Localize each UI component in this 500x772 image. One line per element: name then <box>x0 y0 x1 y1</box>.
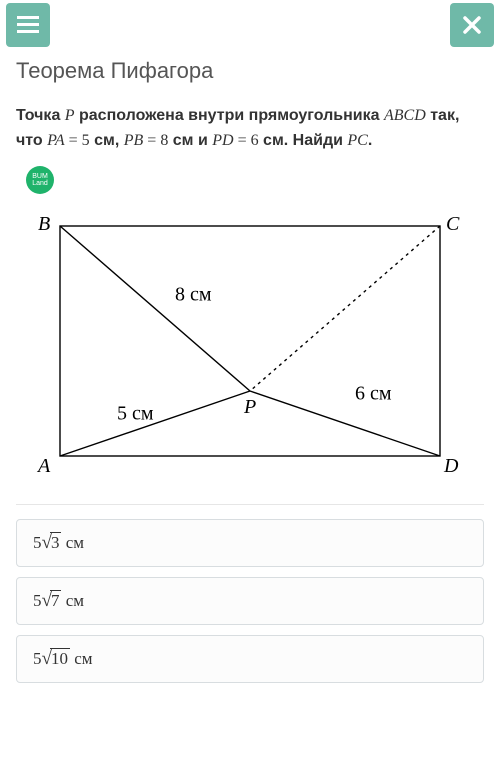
a3-unit: см <box>70 649 93 668</box>
divider <box>16 504 484 505</box>
brand-badge: BUM Land <box>26 166 54 194</box>
a2-rad: 7 <box>50 590 62 610</box>
answer-option-2[interactable]: 5√7 см <box>16 577 484 625</box>
t-PD: PD <box>212 132 233 149</box>
svg-text:8 см: 8 см <box>175 283 212 305</box>
t-eq1: = <box>65 132 82 149</box>
a2-unit: см <box>61 591 84 610</box>
t-dot: . <box>368 132 372 149</box>
t-cm2: см <box>168 132 193 149</box>
svg-text:D: D <box>443 455 459 477</box>
t-PC: PC <box>347 132 367 149</box>
a1-unit: см <box>61 533 84 552</box>
t-cm1: см <box>90 132 115 149</box>
t-and: и <box>194 132 213 149</box>
t-ABCD: ABCD <box>384 107 426 124</box>
a1-rad: 3 <box>50 532 62 552</box>
t-5: 5 <box>82 132 90 149</box>
close-icon <box>462 15 482 35</box>
svg-text:6 см: 6 см <box>355 382 392 404</box>
a3-sqrt: √10 <box>42 648 70 670</box>
t-c1: , <box>115 132 124 149</box>
a3-rad: 10 <box>50 648 70 668</box>
t-find: Найди <box>293 132 348 149</box>
answer-option-3[interactable]: 5√10 см <box>16 635 484 683</box>
svg-text:A: A <box>36 455 51 477</box>
t-P: P <box>65 107 75 124</box>
t-mid1: расположена внутри прямоугольника <box>75 107 384 124</box>
t-PB: PB <box>124 132 144 149</box>
a3-coef: 5 <box>33 649 42 668</box>
t-prefix: Точка <box>16 107 65 124</box>
page-title: Теорема Пифагора <box>16 58 484 84</box>
t-6: 6 <box>251 132 259 149</box>
t-eq2: = <box>143 132 160 149</box>
badge-text: BUM Land <box>26 173 54 187</box>
a1-sqrt: √3 <box>42 532 62 554</box>
answer-option-1[interactable]: 5√3 см <box>16 519 484 567</box>
problem-statement: Точка P расположена внутри прямоугольник… <box>16 104 484 154</box>
svg-text:C: C <box>446 213 460 235</box>
t-eq3: = <box>234 132 251 149</box>
a2-coef: 5 <box>33 591 42 610</box>
svg-text:5 см: 5 см <box>117 402 154 424</box>
menu-icon <box>17 16 39 34</box>
topbar <box>0 0 500 50</box>
menu-button[interactable] <box>6 3 50 47</box>
close-button[interactable] <box>450 3 494 47</box>
a2-sqrt: √7 <box>42 590 62 612</box>
diagram-svg: A B C D P 8 см 5 см 6 см <box>20 196 480 488</box>
svg-text:B: B <box>38 213 50 235</box>
a1-coef: 5 <box>33 533 42 552</box>
t-cm3: см <box>259 132 284 149</box>
t-PA: PA <box>47 132 64 149</box>
content: Теорема Пифагора Точка P расположена вну… <box>0 58 500 683</box>
svg-text:P: P <box>243 396 256 418</box>
t-period: . <box>284 132 293 149</box>
diagram: A B C D P 8 см 5 см 6 см <box>16 196 484 488</box>
